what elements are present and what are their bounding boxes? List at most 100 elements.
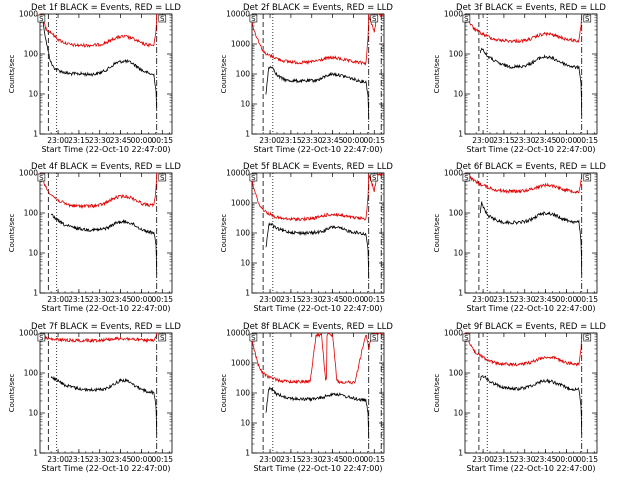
series-lld (251, 332, 383, 385)
saa-marker-label: S (39, 15, 44, 23)
saa-marker-box (158, 14, 167, 23)
series-events (50, 375, 158, 434)
x-tick-label: 23:30 (301, 136, 323, 145)
detector-panel-7: Det 7f BLACK = Events, RED = LLD 1 10 100 10… (8, 322, 181, 473)
y-tick-label: 1000 (444, 169, 463, 178)
saa-marker-label: S (160, 174, 165, 182)
saa-marker-box (583, 333, 592, 342)
y-tick-label: 10 (240, 419, 250, 428)
x-tick-label: 23:00 (259, 455, 281, 464)
series-lld (251, 13, 383, 66)
x-tick-label: 23:30 (514, 455, 536, 464)
saa-marker-label: S (160, 15, 165, 23)
plot-frame (464, 13, 598, 135)
saa-marker-label: S (39, 174, 44, 182)
series-events (265, 386, 370, 439)
saa-marker-label: S (585, 174, 590, 182)
plot-frame (464, 332, 598, 454)
x-tick-label: 23:30 (514, 295, 536, 304)
saa-marker-label: S (39, 334, 44, 342)
x-tick-label: 23:15 (68, 295, 90, 304)
series-lld (464, 13, 583, 44)
saa-marker-label: S (464, 174, 469, 182)
x-tick-label: 00:15 (151, 295, 173, 304)
y-tick-label: 10 (28, 90, 38, 99)
x-tick-label: 00:00 (343, 455, 365, 464)
y-tick-label: 100 (24, 369, 39, 378)
x-axis-label: Start Time (22-Oct-10 22:47:00) (41, 145, 170, 154)
x-tick-label: 00:15 (576, 136, 598, 145)
y-tick-label: 1 (245, 130, 250, 139)
y-tick-label: 10 (453, 90, 463, 99)
saa-marker-label: S (585, 15, 590, 23)
series-lld (464, 172, 583, 195)
saa-marker-box (462, 173, 471, 182)
x-axis-label: Start Time (22-Oct-10 22:47:00) (253, 464, 382, 473)
saa-marker-box (249, 333, 258, 342)
saa-marker-box (370, 333, 379, 342)
y-axis-label: Counts/sec (8, 374, 16, 413)
detector-panel-4: Det 4f BLACK = Events, RED = LLD 1 10 100 10… (8, 162, 181, 313)
x-tick-label: 23:00 (472, 295, 494, 304)
panel-title: Det 5f BLACK = Events, RED = LLD (243, 162, 393, 172)
x-tick-label: 23:45 (322, 295, 344, 304)
y-tick-label: 100 (449, 369, 464, 378)
y-axis-label: Counts/sec (433, 214, 441, 253)
x-tick-label: 23:45 (535, 136, 557, 145)
saa-marker-box (37, 173, 46, 182)
x-tick-label: 23:00 (47, 136, 69, 145)
x-tick-label: 00:15 (576, 455, 598, 464)
y-tick-label: 1 (458, 449, 463, 458)
saa-marker-label: S (251, 174, 256, 182)
saa-marker-box (37, 333, 46, 342)
x-tick-label: 23:15 (280, 455, 302, 464)
x-tick-label: 23:45 (535, 295, 557, 304)
x-tick-label: 00:15 (151, 136, 173, 145)
series-events (479, 201, 583, 274)
x-tick-label: 23:15 (68, 455, 90, 464)
x-tick-label: 23:00 (47, 295, 69, 304)
saa-marker-box (462, 333, 471, 342)
x-tick-label: 23:00 (47, 455, 69, 464)
y-tick-label: 10000 (226, 329, 250, 338)
saa-marker-box (158, 333, 167, 342)
panel-title: Det 6f BLACK = Events, RED = LLD (456, 162, 606, 172)
x-tick-label: 23:45 (322, 136, 344, 145)
plot-frame (251, 13, 385, 135)
y-tick-label: 1000 (19, 169, 38, 178)
x-tick-label: 23:00 (259, 136, 281, 145)
saa-marker-label: S (160, 334, 165, 342)
y-tick-label: 100 (449, 50, 464, 59)
x-tick-label: 23:45 (322, 455, 344, 464)
series-events (50, 213, 158, 274)
saa-marker-label: S (464, 334, 469, 342)
x-axis-label: Start Time (22-Oct-10 22:47:00) (253, 304, 382, 313)
x-tick-label: 23:30 (301, 295, 323, 304)
x-tick-label: 00:00 (131, 136, 153, 145)
y-tick-label: 100 (236, 70, 251, 79)
y-tick-label: 10 (240, 100, 250, 109)
x-tick-label: 00:00 (343, 136, 365, 145)
x-tick-label: 00:15 (363, 295, 385, 304)
x-axis-label: Start Time (22-Oct-10 22:47:00) (466, 464, 595, 473)
x-tick-label: 00:00 (556, 455, 578, 464)
x-tick-label: 00:00 (343, 295, 365, 304)
series-lld (40, 13, 158, 48)
saa-marker-box (583, 14, 592, 23)
plot-frame (39, 332, 173, 454)
x-tick-label: 23:15 (493, 295, 515, 304)
x-tick-label: 23:30 (89, 455, 111, 464)
panel-title: Det 2f BLACK = Events, RED = LLD (243, 3, 393, 13)
series-lld (39, 332, 158, 344)
saa-marker-box (37, 14, 46, 23)
detector-panel-6: Det 6f BLACK = Events, RED = LLD 1 10 100 10… (433, 162, 606, 313)
y-tick-label: 1 (245, 449, 250, 458)
saa-marker-box (462, 14, 471, 23)
panel-title: Det 8f BLACK = Events, RED = LLD (243, 322, 393, 332)
saa-marker-box (583, 173, 592, 182)
y-tick-label: 100 (236, 229, 251, 238)
x-axis-label: Start Time (22-Oct-10 22:47:00) (466, 145, 595, 154)
plot-frame (251, 172, 385, 294)
y-tick-label: 1000 (444, 10, 463, 19)
